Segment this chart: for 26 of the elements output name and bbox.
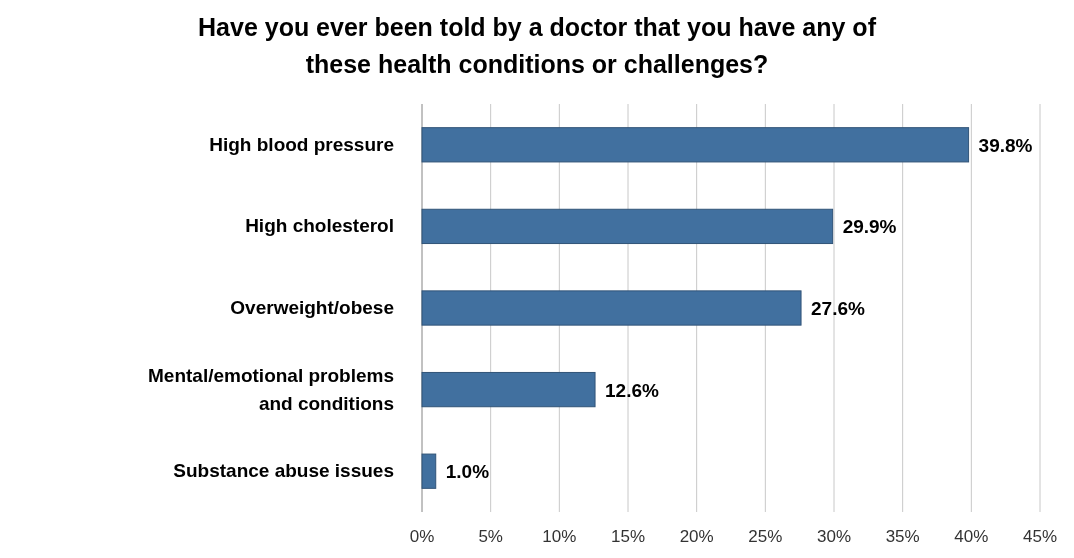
bar [421,290,802,326]
x-tick-label: 0% [409,527,435,546]
data-label: 1.0% [445,461,490,483]
y-tick-label: Overweight/obese [230,297,394,318]
x-tick-label: 15% [610,527,646,546]
data-label: 27.6% [811,298,866,319]
data-label: 12.6% [605,379,660,401]
x-tick-label: 25% [748,527,783,546]
x-tick-label: 35% [885,527,920,546]
x-tick-label: 5% [478,527,503,546]
data-label: 39.8% [978,134,1033,156]
data-label: 29.9% [842,216,897,238]
x-tick-label: 40% [954,527,989,546]
y-tick-label: Substance abuse issues [173,460,394,482]
y-tick-label: Mental/emotional problems and conditions [148,364,394,414]
bar [421,453,437,489]
chart-title: Have you ever been told by a doctor that you have any of these health conditions or challenges? [198,13,877,78]
x-tick-label: 30% [816,527,852,546]
bar [421,371,596,408]
bar [421,208,834,245]
x-tick-label: 45% [1022,527,1058,546]
x-tick-label: 20% [679,527,714,546]
x-tick-label: 10% [542,527,577,546]
y-tick-label: High blood pressure [209,133,394,155]
y-tick-label: High cholesterol [245,215,394,237]
bar [421,127,970,163]
